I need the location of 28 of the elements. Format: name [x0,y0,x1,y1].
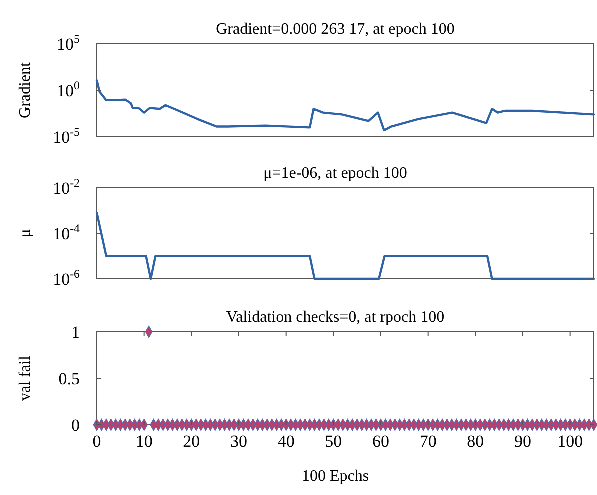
y-tick-label: 10$^{-5}$ [53,125,80,147]
x-tick-label: 30 [230,432,248,451]
y-axis-title: Gradient [17,62,34,118]
y-tick-label: 10$^{0}$ [57,78,80,100]
y-tick-label: 10$^{-2}$ [53,176,80,198]
x-tick-label: 90 [514,432,532,451]
chart-title: Gradient=0.000 263 17, at epoch 100 [216,21,455,38]
y-tick-label: 10$^{5}$ [57,32,80,54]
x-tick-label: 70 [420,432,437,451]
x-tick-label: 10 [136,432,153,451]
y-tick-label: 10$^{-6}$ [53,267,80,289]
x-tick-label: 40 [278,432,295,451]
y-tick-label: 10$^{-4}$ [53,222,80,244]
y-axis-title: val fail [17,356,34,401]
y-axis-title: μ [17,229,34,238]
x-tick-label: 50 [325,432,342,451]
x-axis-title: 100 Epchs [302,468,370,485]
y-tick-label: 0 [72,416,80,435]
x-tick-label: 20 [183,432,200,451]
y-tick-label: 1 [72,323,80,342]
y-tick-label: 0.5 [58,370,80,388]
chart-title: μ=1e-06, at epoch 100 [264,165,408,182]
x-tick-label: 80 [467,432,484,451]
line-series [96,79,596,132]
x-tick-label: 0 [92,432,102,451]
x-tick-label: 100 [558,432,584,451]
x-tick-label: 60 [372,432,390,451]
chart-title: Validation checks=0, at rpoch 100 [226,309,445,326]
